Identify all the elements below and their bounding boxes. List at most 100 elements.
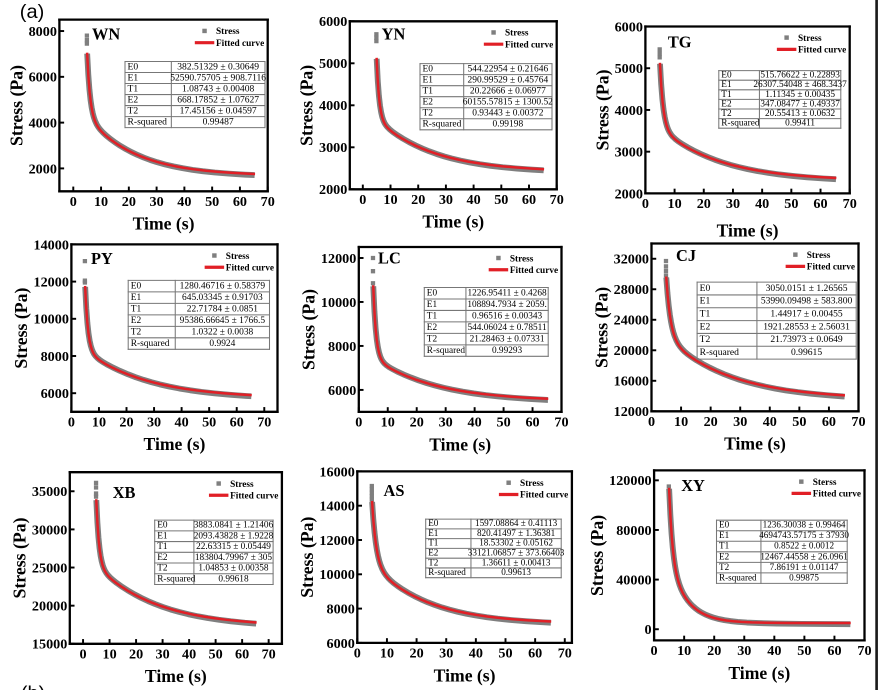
svg-text:1.0322 ± 0.0038: 1.0322 ± 0.0038 [191, 327, 253, 337]
svg-text:Fitted curve: Fitted curve [230, 492, 278, 502]
svg-text:T1: T1 [721, 90, 732, 100]
svg-text:60: 60 [827, 643, 841, 659]
svg-text:108894.7934 ± 2059.: 108894.7934 ± 2059. [467, 300, 546, 310]
svg-text:T2: T2 [428, 557, 439, 567]
svg-text:Fitted curve: Fitted curve [510, 266, 558, 276]
svg-text:Stress (Pa): Stress (Pa) [299, 289, 320, 370]
svg-text:2000: 2000 [319, 182, 347, 198]
svg-text:2093.43828 ± 1.9228: 2093.43828 ± 1.9228 [194, 531, 274, 541]
svg-text:0: 0 [68, 415, 75, 431]
svg-text:0: 0 [642, 196, 649, 212]
svg-text:E0: E0 [428, 518, 439, 528]
svg-text:E0: E0 [427, 288, 438, 298]
svg-text:Stress (Pa): Stress (Pa) [6, 65, 27, 146]
svg-text:25000: 25000 [32, 560, 67, 576]
svg-text:E0: E0 [423, 64, 434, 74]
svg-text:20: 20 [122, 194, 136, 210]
svg-text:70: 70 [550, 192, 564, 208]
svg-text:0: 0 [359, 192, 366, 208]
svg-text:0.99198: 0.99198 [493, 120, 524, 130]
svg-text:70: 70 [851, 414, 865, 430]
svg-text:(b): (b) [21, 683, 45, 690]
svg-text:AS: AS [384, 481, 405, 500]
svg-text:T2: T2 [427, 334, 438, 344]
svg-text:8000: 8000 [29, 24, 57, 40]
svg-text:Time (s): Time (s) [145, 666, 207, 686]
svg-text:T1: T1 [131, 304, 142, 314]
svg-text:Time (s): Time (s) [144, 434, 206, 454]
svg-text:E2: E2 [428, 547, 439, 557]
svg-text:30: 30 [150, 194, 164, 210]
svg-text:20.22666 ± 0.06977: 20.22666 ± 0.06977 [470, 86, 546, 96]
svg-text:Time (s): Time (s) [422, 212, 484, 232]
svg-text:8000: 8000 [326, 602, 354, 618]
svg-text:30: 30 [147, 415, 161, 431]
svg-text:70: 70 [262, 647, 276, 663]
svg-text:10: 10 [92, 415, 106, 431]
svg-text:10: 10 [102, 647, 116, 663]
svg-text:70: 70 [558, 646, 572, 662]
svg-text:Time (s): Time (s) [133, 214, 195, 234]
svg-text:40: 40 [182, 647, 196, 663]
svg-text:R-squared: R-squared [131, 339, 170, 349]
svg-text:53990.09498 ± 583.800: 53990.09498 ± 583.800 [761, 296, 853, 307]
svg-text:2000: 2000 [615, 186, 643, 202]
svg-text:20000: 20000 [614, 343, 649, 359]
svg-text:1.44917 ± 0.00455: 1.44917 ± 0.00455 [770, 308, 843, 319]
svg-text:80000: 80000 [616, 523, 651, 539]
svg-text:21.28463 ± 0.07331: 21.28463 ± 0.07331 [470, 334, 545, 344]
svg-text:0: 0 [354, 646, 361, 662]
svg-text:33121.06857 ± 373.66403: 33121.06857 ± 373.66403 [468, 547, 565, 557]
svg-text:Time (s): Time (s) [429, 434, 491, 454]
svg-text:Stress: Stress [807, 251, 831, 261]
svg-text:5000: 5000 [319, 56, 347, 72]
svg-text:3000: 3000 [615, 145, 643, 161]
svg-text:2000: 2000 [29, 161, 57, 177]
svg-text:22.71784 ± 0.0851: 22.71784 ± 0.0851 [187, 304, 259, 314]
svg-text:E2: E2 [157, 553, 168, 563]
svg-text:50: 50 [497, 415, 511, 431]
svg-text:40: 40 [467, 192, 481, 208]
svg-text:50: 50 [792, 414, 806, 430]
svg-text:E2: E2 [719, 551, 730, 561]
svg-text:XB: XB [113, 483, 136, 502]
svg-text:Stress (Pa): Stress (Pa) [297, 517, 318, 598]
svg-text:4000: 4000 [615, 103, 643, 119]
svg-text:E0: E0 [128, 61, 139, 72]
svg-text:Time (s): Time (s) [717, 221, 779, 241]
svg-text:T1: T1 [423, 86, 434, 96]
svg-text:668.17852 ± 1.07627: 668.17852 ± 1.07627 [177, 94, 259, 105]
svg-text:12000: 12000 [614, 404, 649, 420]
svg-text:120000: 120000 [609, 473, 651, 489]
svg-text:YN: YN [382, 25, 406, 44]
svg-text:40: 40 [767, 643, 781, 659]
svg-text:820.41497 ± 1.36381: 820.41497 ± 1.36381 [477, 528, 556, 538]
svg-text:40: 40 [177, 194, 191, 210]
svg-text:Fitted curve: Fitted curve [216, 39, 264, 49]
svg-text:1921.28553 ± 2.56031: 1921.28553 ± 2.56031 [763, 321, 850, 332]
svg-text:20: 20 [697, 196, 711, 212]
svg-text:10: 10 [677, 643, 691, 659]
svg-text:1280.46716 ± 0.58379: 1280.46716 ± 0.58379 [180, 281, 266, 291]
svg-text:60: 60 [813, 196, 827, 212]
svg-text:30: 30 [733, 414, 747, 430]
svg-text:15000: 15000 [32, 637, 67, 653]
svg-text:20: 20 [410, 415, 424, 431]
svg-text:70: 70 [257, 415, 271, 431]
svg-text:30: 30 [737, 643, 751, 659]
svg-text:0: 0 [355, 415, 362, 431]
svg-text:40: 40 [755, 196, 769, 212]
svg-text:0.99411: 0.99411 [785, 119, 815, 129]
svg-text:Sterss: Sterss [813, 478, 837, 488]
svg-text:T2: T2 [719, 562, 730, 572]
svg-text:LC: LC [378, 249, 401, 268]
svg-text:1597.08864 ± 0.41113: 1597.08864 ± 0.41113 [475, 518, 558, 528]
svg-text:E1: E1 [157, 531, 168, 541]
svg-text:E1: E1 [721, 80, 732, 90]
svg-text:40: 40 [469, 646, 483, 662]
svg-text:0: 0 [645, 622, 652, 638]
svg-text:10: 10 [674, 414, 688, 430]
svg-text:50: 50 [498, 646, 512, 662]
svg-text:0.99293: 0.99293 [492, 346, 523, 356]
svg-text:Stress: Stress [798, 34, 822, 44]
